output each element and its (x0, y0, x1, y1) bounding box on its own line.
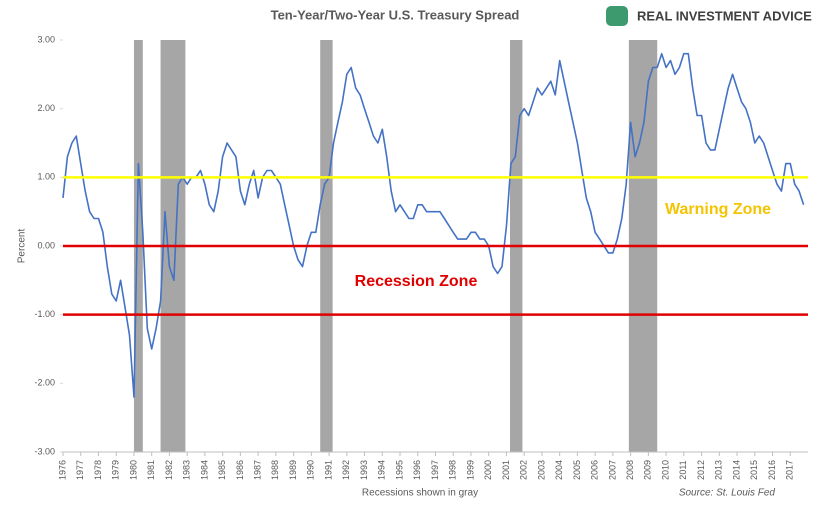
x-tick-label: 2001 (501, 460, 511, 480)
x-tick-label: 1992 (341, 460, 351, 480)
x-tick-label: 1998 (448, 460, 458, 480)
x-tick-label: 1987 (252, 460, 262, 480)
y-axis-label: Percent (17, 229, 28, 264)
source: Source: St. Louis Fed (679, 488, 776, 499)
x-tick-label: 2000 (483, 460, 493, 480)
y-tick-label: -2.00 (34, 378, 55, 388)
x-tick-label: 2014 (731, 460, 741, 480)
x-tick-label: 2016 (767, 460, 777, 480)
x-tick-label: 2010 (660, 460, 670, 480)
x-tick-label: 1981 (146, 460, 156, 480)
x-tick-label: 1994 (377, 460, 387, 480)
y-tick-label: -3.00 (34, 446, 55, 456)
x-tick-label: 1977 (75, 460, 85, 480)
x-tick-label: 1999 (465, 460, 475, 480)
series-line (62, 52, 805, 398)
x-tick-label: 2013 (714, 460, 724, 480)
x-tick-label: 1988 (270, 460, 280, 480)
x-tick-label: 1976 (57, 460, 67, 480)
x-tick-label: 1979 (111, 460, 121, 480)
logo-icon (606, 6, 628, 26)
x-tick-label: 1993 (359, 460, 369, 480)
y-tick-label: 1.00 (37, 172, 55, 182)
annotation: Recession Zone (355, 273, 478, 290)
x-tick-label: 2003 (536, 460, 546, 480)
x-tick-label: 2012 (696, 460, 706, 480)
x-tick-label: 2004 (554, 460, 564, 480)
x-tick-label: 1980 (128, 460, 138, 480)
x-tick-label: 1986 (235, 460, 245, 480)
logo-text: REAL INVESTMENT ADVICE (637, 8, 812, 23)
y-tick-label: 3.00 (37, 34, 55, 44)
x-tick-label: 1978 (93, 460, 103, 480)
x-tick-label: 2006 (590, 460, 600, 480)
x-tick-label: 2011 (678, 460, 688, 479)
x-tick-label: 2005 (572, 460, 582, 480)
x-tick-label: 2008 (625, 460, 635, 480)
x-tick-label: 1995 (394, 460, 404, 480)
x-tick-label: 2009 (643, 460, 653, 480)
x-tick-label: 2002 (519, 460, 529, 480)
x-tick-label: 2015 (749, 460, 759, 480)
x-tick-label: 1985 (217, 460, 227, 480)
x-tick-label: 1991 (323, 460, 333, 480)
chart-title: Ten-Year/Two-Year U.S. Treasury Spread (271, 7, 520, 22)
x-axis-label: Recessions shown in gray (362, 488, 478, 499)
x-tick-label: 1982 (164, 460, 174, 480)
annotation: Warning Zone (665, 201, 771, 218)
logo: REAL INVESTMENT ADVICE (606, 6, 812, 26)
y-tick-label: 2.00 (37, 103, 55, 113)
y-tick-label: -1.00 (34, 309, 55, 319)
y-tick-label: 0.00 (37, 240, 55, 250)
x-tick-label: 1983 (182, 460, 192, 480)
x-tick-label: 2017 (785, 460, 795, 480)
x-tick-label: 1984 (199, 460, 209, 480)
x-tick-label: 1990 (306, 460, 316, 480)
x-tick-label: 2007 (607, 460, 617, 480)
x-tick-label: 1996 (412, 460, 422, 480)
x-tick-label: 1997 (430, 460, 440, 480)
x-tick-label: 1989 (288, 460, 298, 480)
